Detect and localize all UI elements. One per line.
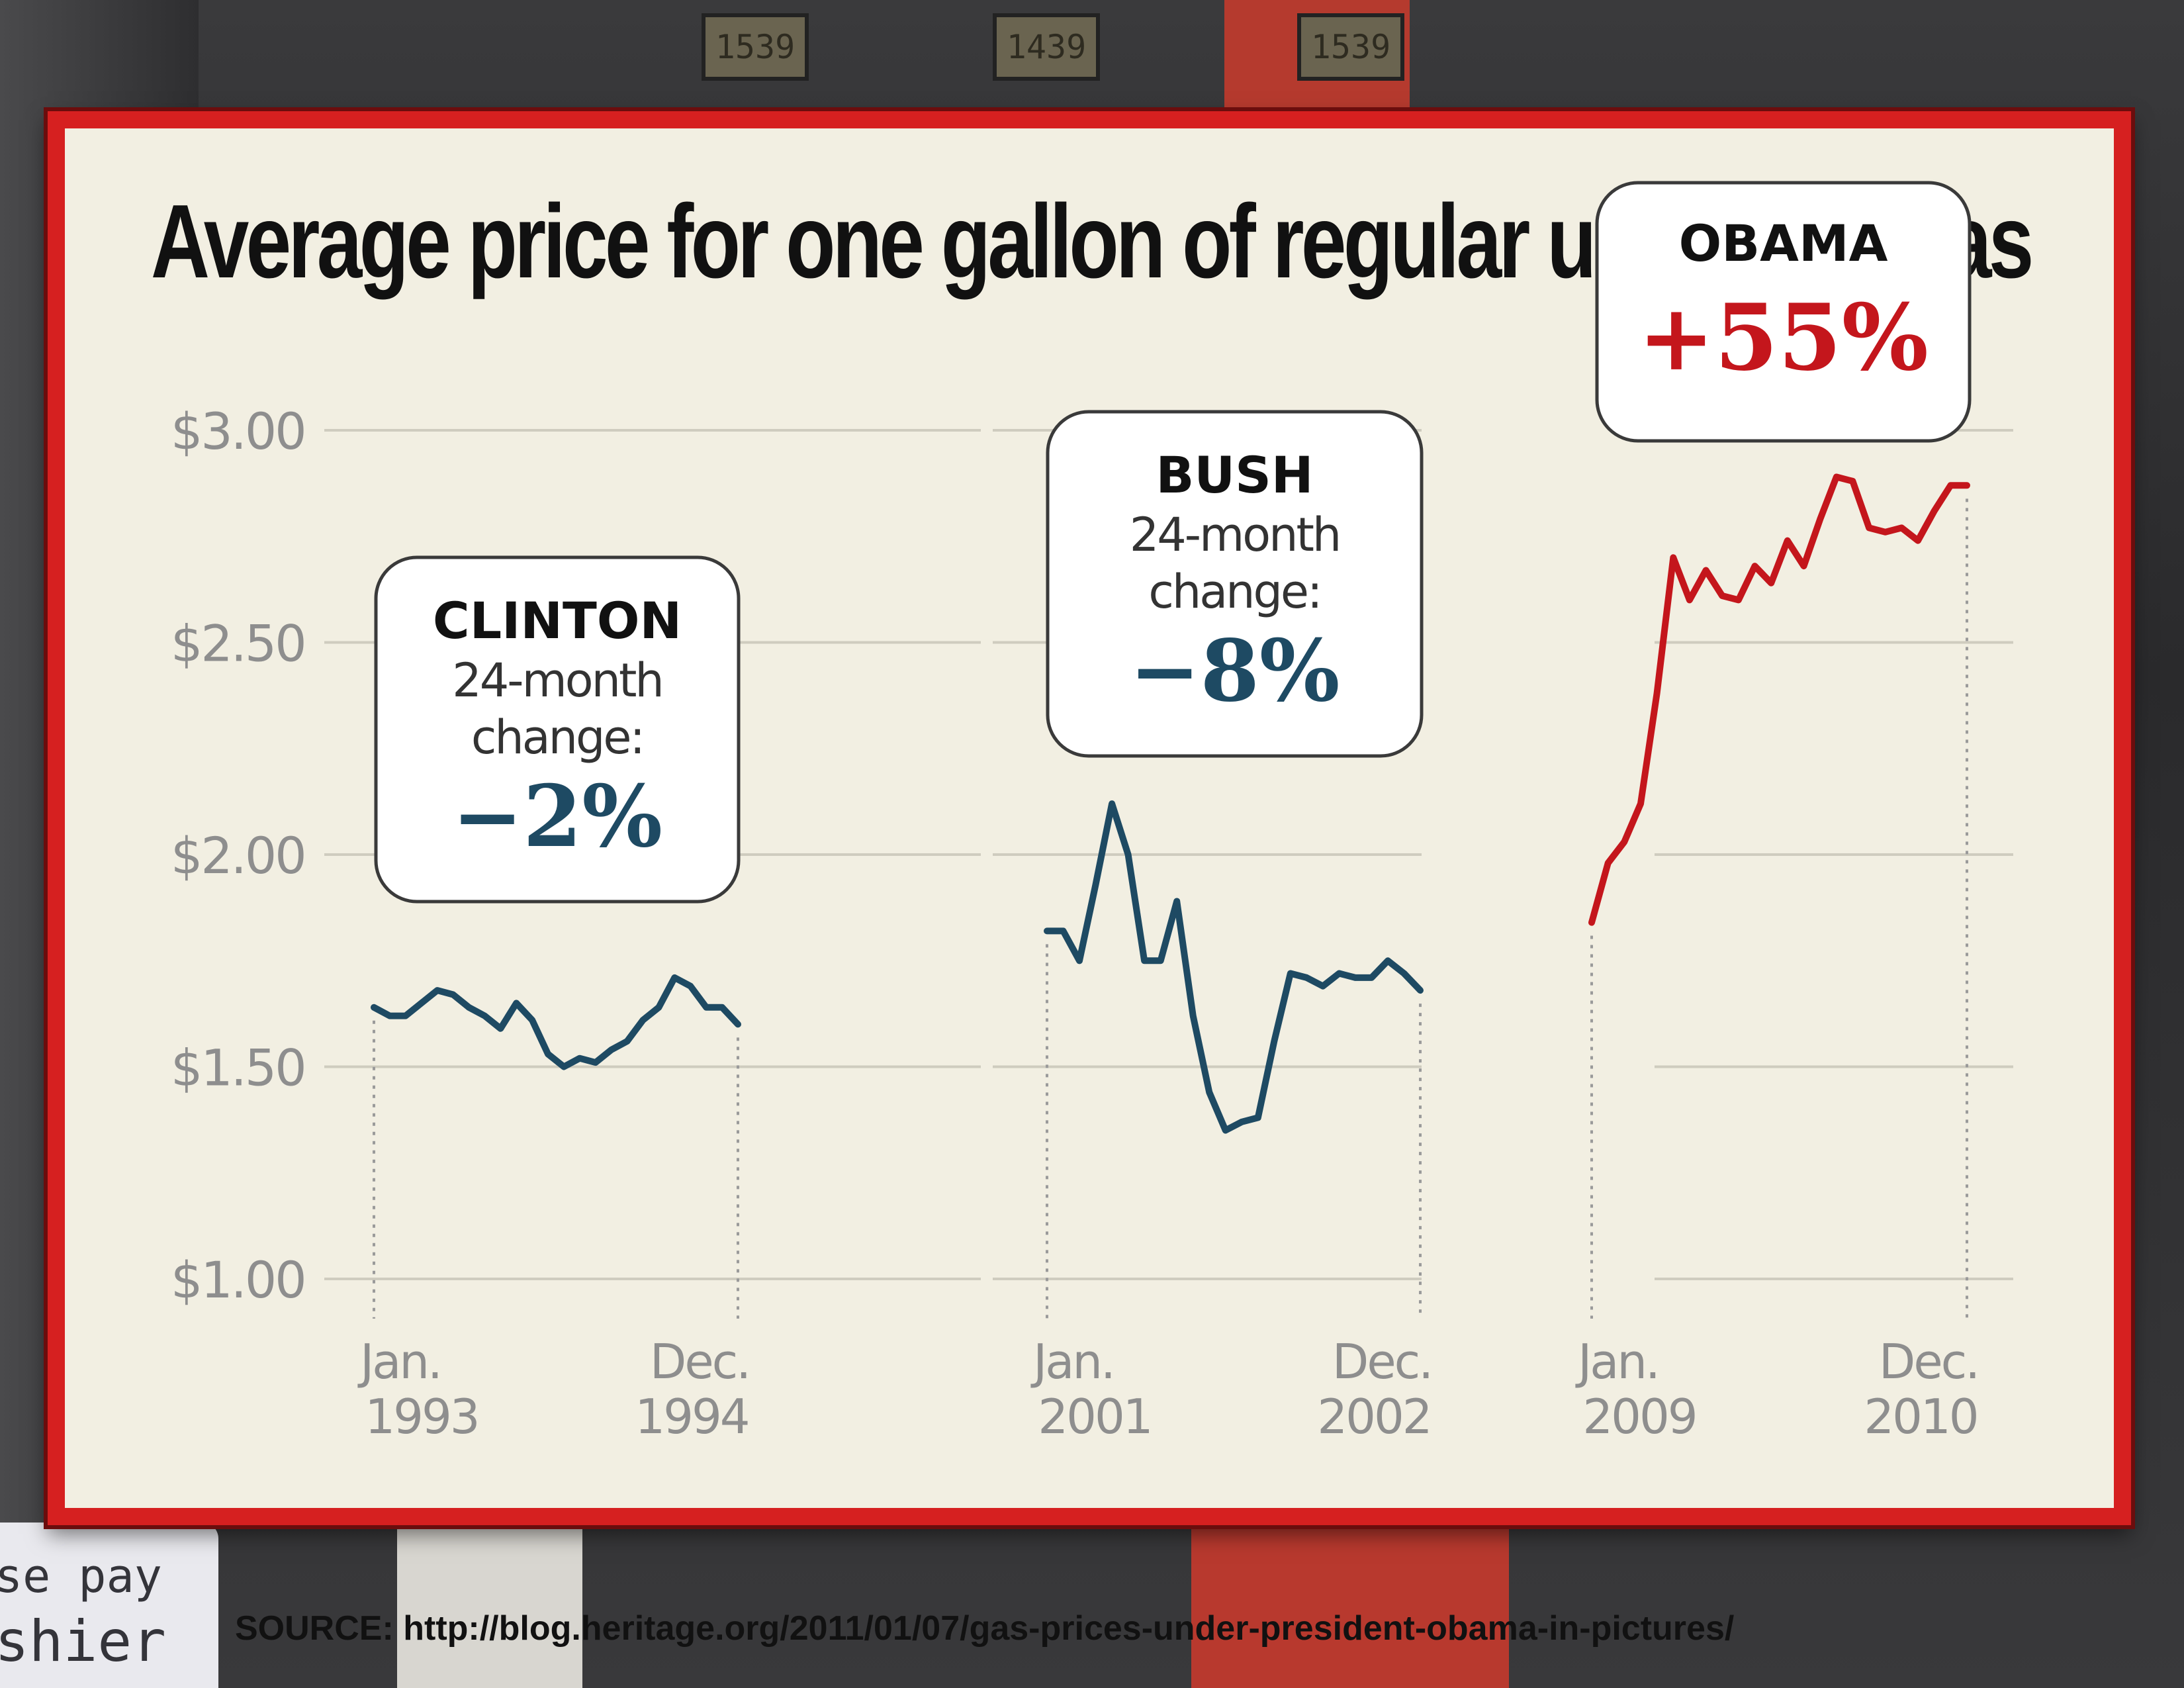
callout-label: change: [1148, 565, 1320, 619]
sign-line: se pay [0, 1549, 162, 1603]
series-line-bush [1044, 800, 1424, 1134]
sign-line: shier [0, 1609, 166, 1675]
callout-box [1046, 410, 1424, 758]
x-tick-label: Jan. [357, 1334, 441, 1389]
pay-cashier-sign: se pay shier [0, 1523, 218, 1688]
source-citation: SOURCE: http://blog.heritage.org/2011/01… [235, 1609, 1735, 1648]
background-pump-light [397, 1516, 582, 1688]
x-tick-label: Jan. [1030, 1334, 1114, 1389]
callout-change: −2% [452, 767, 662, 867]
x-tick-label: 2002 [1317, 1389, 1430, 1444]
callout-name: CLINTON [433, 591, 682, 650]
callout-box [1595, 181, 1972, 443]
background-nozzle-red [1191, 1509, 1509, 1688]
callout-label: change: [471, 710, 643, 765]
x-tick-label: Dec. [650, 1334, 749, 1389]
callout-name: BUSH [1156, 445, 1314, 504]
x-tick-label: 1994 [635, 1389, 748, 1444]
y-tick-label: $3.00 [171, 402, 305, 461]
callout-change: −8% [1130, 622, 1340, 721]
y-tick-label: $1.50 [171, 1039, 305, 1098]
x-tick-label: 2010 [1864, 1389, 1977, 1444]
x-tick-label: 2001 [1038, 1389, 1151, 1444]
x-tick-label: Dec. [1332, 1334, 1432, 1389]
series-line-obama [1588, 473, 1970, 926]
x-tick-label: 2009 [1582, 1389, 1696, 1444]
callout-label: 24-month [1130, 508, 1340, 562]
y-tick-label: $2.00 [171, 826, 305, 885]
callout-change: +55% [1638, 283, 1929, 391]
pump-display: 1539 [702, 13, 809, 81]
callout-name: OBAMA [1679, 214, 1888, 273]
x-tick-label: Jan. [1575, 1334, 1659, 1389]
y-tick-label: $1.00 [171, 1250, 305, 1309]
pump-display: 1439 [993, 13, 1100, 81]
pump-display: 1539 [1297, 13, 1404, 81]
callout-label: 24-month [452, 653, 662, 708]
x-tick-label: Dec. [1879, 1334, 1978, 1389]
x-tick-label: 1993 [365, 1389, 478, 1444]
callout-box [374, 555, 741, 904]
y-tick-label: $2.50 [171, 614, 305, 673]
series-line-clinton [371, 974, 741, 1070]
